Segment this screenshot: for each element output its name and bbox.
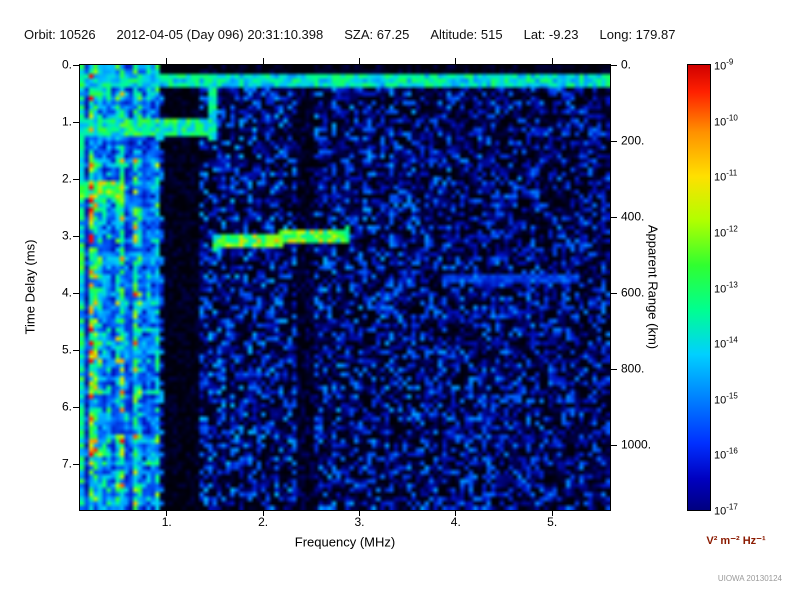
y-tick-left — [73, 406, 79, 408]
colorbar — [687, 64, 711, 511]
colorbar-tick-label: 10-9 — [714, 57, 734, 73]
y-tick-right — [611, 140, 617, 142]
y-tick-label-right: 200. — [621, 133, 645, 148]
x-tick-top — [166, 58, 168, 64]
y-axis-title-right: Apparent Range (km) — [645, 224, 661, 350]
colorbar-tick-label: 10-12 — [714, 224, 738, 240]
colorbar-gradient — [688, 65, 710, 510]
header-field: Lat: -9.23 — [523, 27, 579, 42]
spectrogram-frame — [79, 64, 611, 511]
y-tick-label-left: 6. — [61, 399, 72, 414]
y-tick-label-left: 1. — [61, 114, 72, 129]
colorbar-tick-label: 10-11 — [714, 168, 738, 184]
x-tick-label: 2. — [258, 515, 269, 529]
y-tick-label-right: 400. — [621, 209, 645, 224]
y-tick-left — [73, 349, 79, 351]
y-tick-left — [73, 121, 79, 123]
x-tick-top — [455, 58, 457, 64]
watermark: UIOWA 20130124 — [717, 574, 782, 583]
x-tick — [455, 511, 457, 516]
colorbar-units-label: V² m⁻² Hz⁻¹ — [706, 535, 766, 547]
y-tick-label-left: 0. — [61, 57, 72, 72]
header: Orbit: 10526 2012-04-05 (Day 096) 20:31:1… — [24, 27, 696, 42]
x-tick-label: 1. — [161, 515, 172, 529]
x-tick-label: 3. — [354, 515, 365, 529]
y-axis-title-left: Time Delay (ms) — [22, 239, 38, 335]
y-tick-left — [73, 64, 79, 66]
colorbar-tick-label: 10-10 — [714, 113, 738, 128]
x-tick-label: 5. — [547, 515, 558, 529]
y-tick-right — [611, 64, 617, 66]
colorbar-tick-label: 10-16 — [714, 447, 738, 462]
y-tick-right — [611, 216, 617, 218]
y-tick-label-left: 4. — [61, 285, 72, 300]
x-tick-top — [551, 58, 553, 64]
header-field: 2012-04-05 (Day 096) 20:31:10.398 — [116, 27, 324, 42]
y-tick-left — [73, 292, 79, 294]
colorbar-tick-label: 10-17 — [714, 502, 738, 518]
x-tick-top — [262, 58, 264, 64]
y-tick-label-right: 1000. — [621, 437, 652, 452]
x-axis-title: Frequency (MHz) — [294, 534, 396, 550]
y-tick-label-right: 600. — [621, 285, 645, 300]
x-tick — [358, 511, 360, 516]
colorbar-tick-label: 10-14 — [714, 335, 738, 351]
header-field: SZA: 67.25 — [344, 27, 410, 42]
x-tick — [551, 511, 553, 516]
x-tick — [262, 511, 264, 516]
colorbar-tick-label: 10-15 — [714, 391, 738, 407]
y-tick-label-left: 3. — [61, 228, 72, 243]
header-field: Orbit: 10526 — [24, 27, 96, 42]
y-tick-label-left: 7. — [61, 456, 72, 471]
spectrogram-canvas — [80, 65, 610, 510]
y-tick-label-left: 5. — [61, 342, 72, 357]
y-tick-label-right: 800. — [621, 361, 645, 376]
y-tick-left — [73, 178, 79, 180]
y-tick-left — [73, 235, 79, 237]
y-tick-right — [611, 368, 617, 370]
y-tick-label-right: 0. — [621, 57, 632, 72]
y-tick-right — [611, 292, 617, 294]
y-tick-label-left: 2. — [61, 171, 72, 186]
header-field: Altitude: 515 — [430, 27, 503, 42]
colorbar-tick-label: 10-13 — [714, 280, 738, 295]
x-tick-top — [358, 58, 360, 64]
x-tick-label: 4. — [450, 515, 461, 529]
x-tick — [166, 511, 168, 516]
y-tick-right — [611, 444, 617, 446]
y-tick-left — [73, 463, 79, 465]
header-field: Long: 179.87 — [599, 27, 676, 42]
